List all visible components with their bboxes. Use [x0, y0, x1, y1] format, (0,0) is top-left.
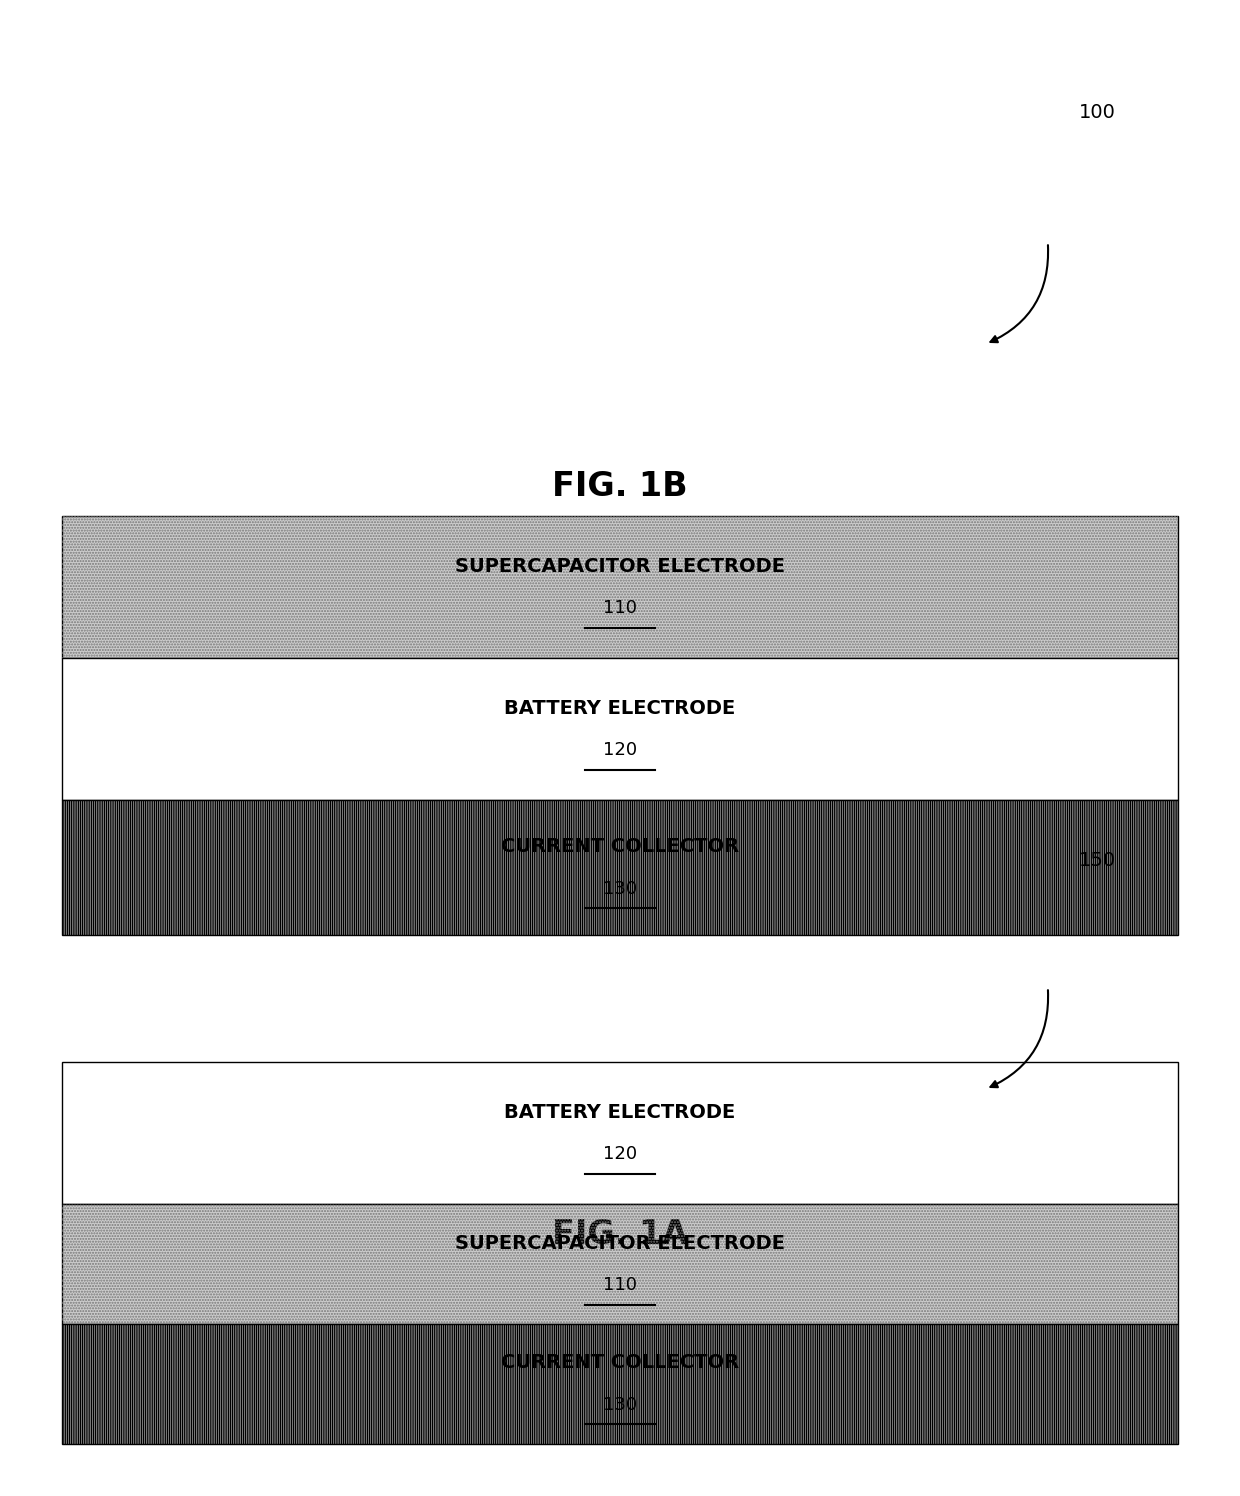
Bar [62, 1324, 1178, 1444]
Bar [62, 1324, 1178, 1444]
Text: SUPERCAPACITOR ELECTRODE: SUPERCAPACITOR ELECTRODE [455, 1234, 785, 1252]
Text: BATTERY ELECTRODE: BATTERY ELECTRODE [505, 699, 735, 718]
Text: 110: 110 [603, 1276, 637, 1294]
Text: 120: 120 [603, 1144, 637, 1164]
Text: 120: 120 [603, 741, 637, 760]
Bar [62, 800, 1178, 935]
Bar [62, 516, 1178, 658]
Text: BATTERY ELECTRODE: BATTERY ELECTRODE [505, 1103, 735, 1122]
Text: 100: 100 [1079, 103, 1116, 121]
Text: CURRENT COLLECTOR: CURRENT COLLECTOR [501, 1354, 739, 1372]
Bar [62, 658, 1178, 800]
Text: 130: 130 [603, 1396, 637, 1414]
Text: 130: 130 [603, 880, 637, 898]
Text: FIG. 1A: FIG. 1A [552, 1218, 688, 1251]
Text: CURRENT COLLECTOR: CURRENT COLLECTOR [501, 838, 739, 856]
Text: SUPERCAPACITOR ELECTRODE: SUPERCAPACITOR ELECTRODE [455, 557, 785, 576]
Text: 110: 110 [603, 598, 637, 618]
Bar [62, 1062, 1178, 1204]
Text: 150: 150 [1079, 851, 1116, 869]
Text: FIG. 1B: FIG. 1B [552, 470, 688, 503]
Bar [62, 1204, 1178, 1324]
Bar [62, 516, 1178, 658]
Bar [62, 1204, 1178, 1324]
Bar [62, 800, 1178, 935]
